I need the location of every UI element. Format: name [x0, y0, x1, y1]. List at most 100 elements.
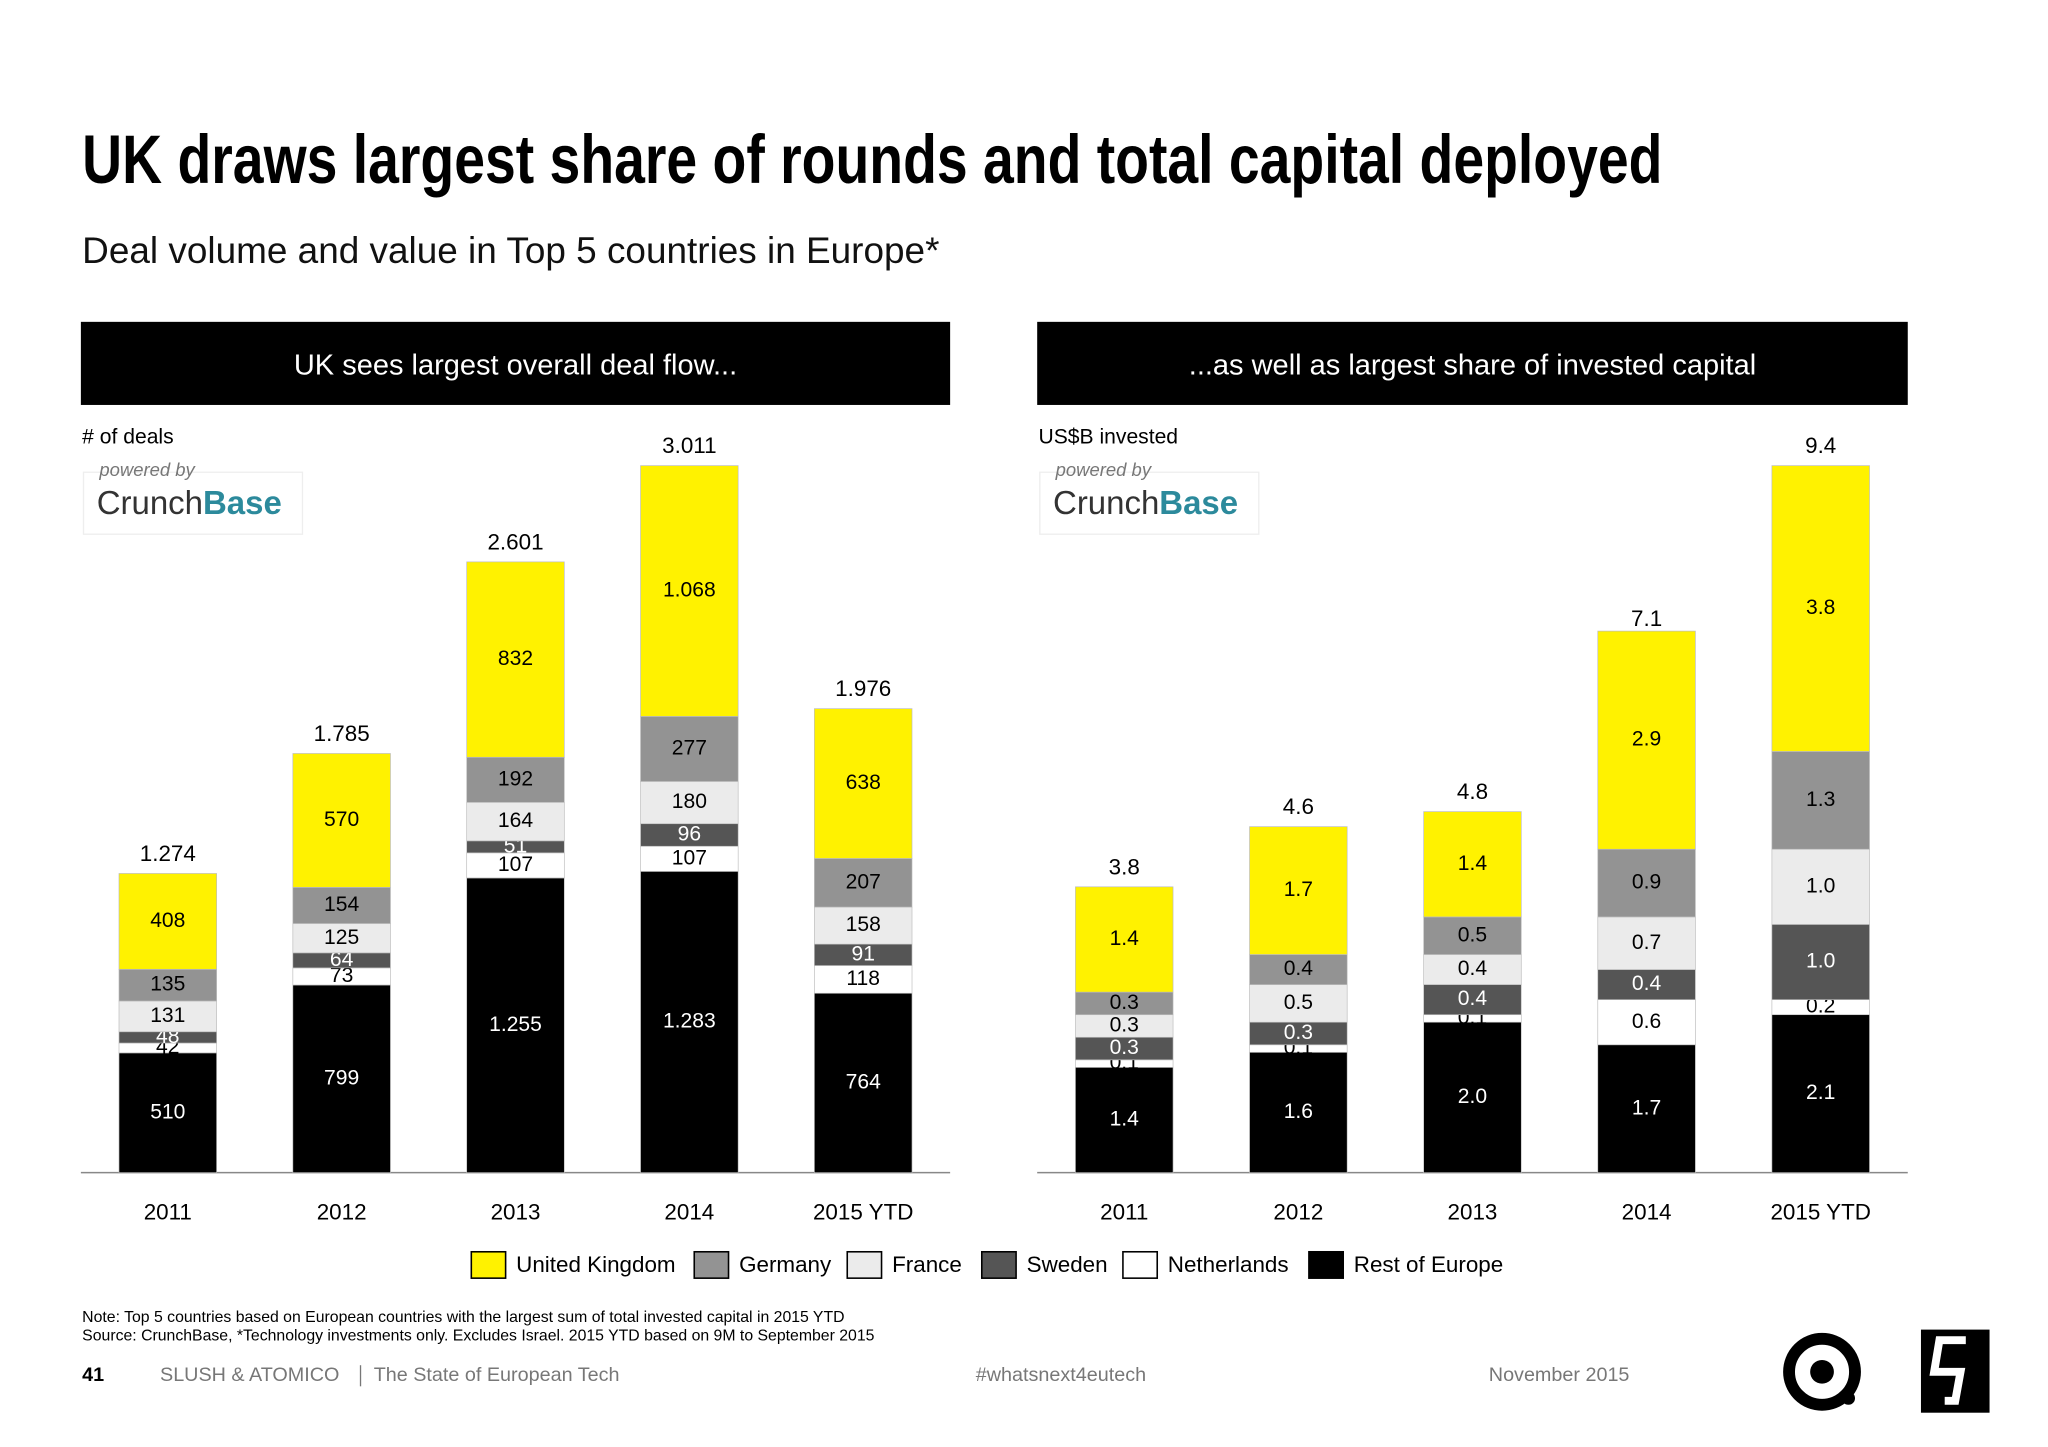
- bar-segment: [814, 708, 913, 859]
- x-tick-label: 2011: [144, 1199, 192, 1224]
- value-label: 2.0: [1458, 1085, 1487, 1108]
- value-label: 570: [324, 808, 359, 831]
- legend-label: France: [892, 1252, 962, 1277]
- note: Note: Top 5 countries based on European …: [82, 1309, 844, 1326]
- bar-segment: [1771, 1014, 1870, 1173]
- bar-segment: [640, 871, 739, 1173]
- total-label: 9.4: [1805, 433, 1836, 458]
- total-label: 3.8: [1109, 854, 1140, 879]
- legend-swatch: [1122, 1250, 1159, 1279]
- bar-segment: [1423, 1021, 1522, 1173]
- bar-segment: [1597, 1044, 1696, 1173]
- value-label: 2.9: [1632, 728, 1661, 751]
- value-label: 1.3: [1806, 788, 1835, 811]
- value-label: 0.3: [1284, 1021, 1313, 1044]
- value-label: 154: [324, 893, 359, 916]
- footer-report: The State of European Tech: [374, 1364, 620, 1386]
- value-label: 192: [498, 767, 533, 790]
- value-label: 3.8: [1806, 596, 1835, 619]
- value-label: 107: [672, 846, 707, 869]
- legend-label: Netherlands: [1168, 1252, 1289, 1277]
- x-tick-label: 2015 YTD: [1770, 1199, 1870, 1224]
- legend-label: Rest of Europe: [1354, 1252, 1503, 1277]
- bar-segment: [1075, 1067, 1174, 1173]
- x-tick-label: 2013: [491, 1199, 541, 1224]
- value-label: 91: [851, 942, 874, 965]
- bar-segment: [1249, 984, 1348, 1023]
- bar-segment: [1075, 886, 1174, 993]
- value-label: 1.7: [1284, 878, 1313, 901]
- value-label: 0.2: [1806, 995, 1835, 1018]
- total-label: 3.011: [662, 433, 716, 458]
- bar-segment: [466, 877, 565, 1173]
- bar-segment: [1771, 848, 1870, 925]
- logo-part: Crunch: [1053, 484, 1159, 521]
- bar-segment: [1423, 954, 1522, 985]
- legend-swatch: [693, 1250, 730, 1279]
- legend-swatch: [1308, 1250, 1345, 1279]
- value-label: 1.0: [1806, 874, 1835, 897]
- value-label: 0.4: [1458, 957, 1488, 980]
- bar-segment: [118, 873, 217, 970]
- value-label: 1.068: [663, 579, 716, 602]
- value-label: 1.7: [1632, 1096, 1661, 1119]
- value-label: 0.4: [1458, 987, 1488, 1010]
- bar-segment: [1597, 969, 1696, 1000]
- value-label: 1.0: [1806, 950, 1835, 973]
- x-tick-label: 2013: [1448, 1199, 1498, 1224]
- footer-hashtag: #whatsnext4eutech: [976, 1364, 1146, 1386]
- bar-segment: [1423, 984, 1522, 1016]
- axis-label: # of deals: [82, 426, 173, 449]
- value-label: 164: [498, 809, 533, 832]
- slush-logo: [1783, 1332, 1861, 1411]
- logo-part: Crunch: [97, 484, 203, 521]
- legend-label: Germany: [739, 1252, 832, 1277]
- value-label: 118: [846, 967, 880, 990]
- legend-swatch: [846, 1250, 883, 1279]
- value-label: 0.5: [1458, 923, 1487, 946]
- panel-title: UK sees largest overall deal flow...: [294, 349, 737, 381]
- value-label: 0.4: [1632, 972, 1662, 995]
- legend-swatch: [470, 1250, 507, 1279]
- value-label: 277: [672, 737, 707, 760]
- bar-segment: [466, 561, 565, 758]
- logo-caption: powered by: [1055, 459, 1153, 480]
- logo-text: CrunchBase: [97, 484, 282, 521]
- bar-segment: [1597, 916, 1696, 970]
- value-label: 64: [330, 948, 354, 971]
- value-label: 799: [324, 1066, 359, 1089]
- legend-swatch: [980, 1250, 1017, 1279]
- bar-segment: [640, 465, 739, 717]
- bar-segment: [640, 781, 739, 825]
- value-label: 107: [498, 853, 533, 876]
- bar-segment: [1771, 751, 1870, 850]
- value-label: 0.4: [1284, 957, 1314, 980]
- value-label: 73: [330, 964, 353, 987]
- value-label: 96: [678, 823, 701, 846]
- legend-label: United Kingdom: [516, 1252, 675, 1277]
- value-label: 180: [672, 790, 707, 813]
- total-label: 1.785: [314, 721, 370, 746]
- value-label: 125: [324, 926, 359, 949]
- value-label: 207: [846, 870, 881, 893]
- bar-segment: [814, 992, 913, 1173]
- logo-dot: [1810, 1359, 1834, 1384]
- logo-frame: [1039, 471, 1260, 535]
- bar-segment: [814, 965, 913, 994]
- panel-title: ...as well as largest share of invested …: [1189, 349, 1756, 381]
- x-tick-label: 2012: [317, 1199, 367, 1224]
- logo-frame: [82, 471, 304, 535]
- legend-label: Sweden: [1027, 1252, 1108, 1277]
- atomico-logo: [1920, 1329, 1990, 1413]
- bar-segment: [1597, 999, 1696, 1046]
- bar-segment: [1249, 826, 1348, 955]
- bar-segment: [814, 858, 913, 908]
- value-label: 510: [150, 1100, 185, 1123]
- value-label: 1.4: [1110, 927, 1140, 950]
- value-label: 638: [846, 771, 881, 794]
- axis-label: US$B invested: [1039, 426, 1179, 449]
- value-label: 1.6: [1284, 1100, 1313, 1123]
- value-label: 135: [150, 973, 185, 996]
- x-tick-label: 2011: [1100, 1199, 1148, 1224]
- panel-header: [1037, 321, 1908, 405]
